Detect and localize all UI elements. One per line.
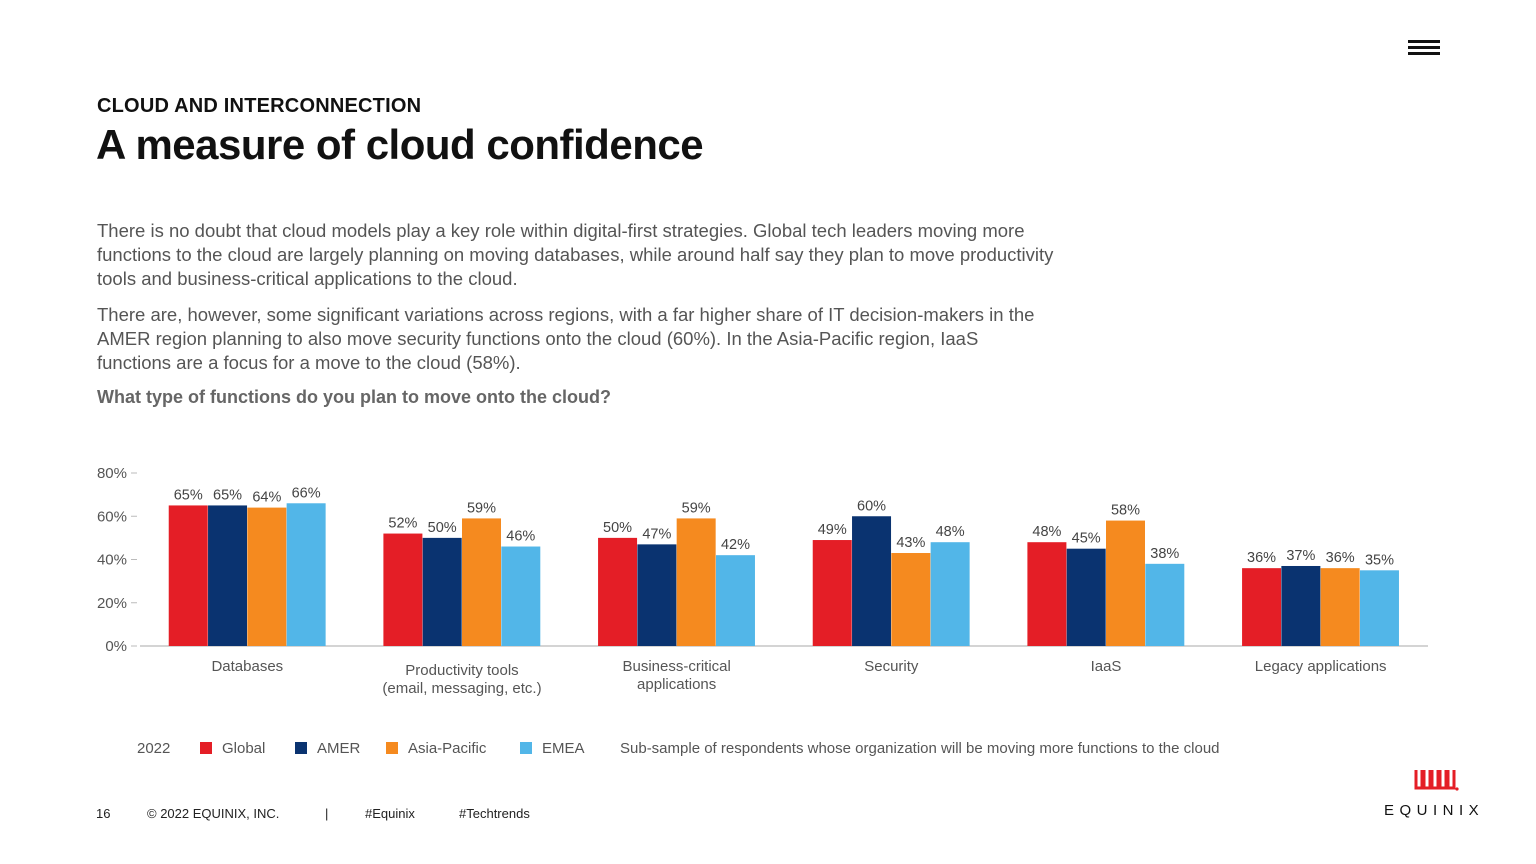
- legend-swatch-emea: [520, 742, 532, 754]
- bar-amer: [422, 537, 462, 646]
- data-label: 43%: [896, 535, 925, 551]
- bar-amer: [1281, 565, 1321, 646]
- page-title: A measure of cloud confidence: [96, 121, 704, 168]
- hashtag-equinix[interactable]: #Equinix: [365, 806, 415, 821]
- hashtag-techtrends[interactable]: #Techtrends: [459, 806, 530, 821]
- data-label: 58%: [1111, 503, 1140, 519]
- legend-swatch-global: [200, 742, 212, 754]
- bar-global: [1242, 568, 1282, 646]
- data-label: 59%: [467, 500, 496, 516]
- legend-item-amer: AMER: [295, 740, 360, 757]
- category-label: Legacy applications: [1255, 658, 1387, 675]
- y-tick-label: 60%: [97, 508, 127, 525]
- legend-item-emea: EMEA: [520, 740, 585, 757]
- category-label: Databases: [211, 658, 283, 675]
- regional-paragraph: There are, however, some significant var…: [97, 304, 1035, 373]
- intro-paragraph: There is no doubt that cloud models play…: [97, 220, 1054, 289]
- category-label: Productivity tools: [405, 662, 518, 679]
- bar-emea: [501, 546, 541, 646]
- bar-emea: [715, 555, 755, 646]
- bar-asia-pacific: [676, 518, 716, 646]
- data-label: 65%: [213, 487, 242, 503]
- bar-asia-pacific: [891, 553, 931, 646]
- data-label: 46%: [506, 529, 535, 545]
- bar-emea: [286, 503, 326, 646]
- bar-asia-pacific: [1106, 520, 1145, 646]
- legend-item-global: Global: [200, 740, 265, 757]
- data-label: 49%: [818, 522, 847, 538]
- legend-year: 2022: [137, 740, 171, 757]
- data-label: 36%: [1247, 550, 1276, 566]
- data-label: 59%: [682, 500, 711, 516]
- bar-asia-pacific: [1320, 568, 1360, 646]
- category-label: Business-critical: [622, 658, 730, 675]
- data-label: 52%: [388, 516, 417, 532]
- data-label: 38%: [1150, 546, 1179, 562]
- bar-asia-pacific: [247, 507, 287, 646]
- data-label: 48%: [936, 524, 965, 540]
- category-label: applications: [637, 676, 716, 693]
- y-tick-label: 80%: [97, 465, 127, 482]
- bar-global: [1027, 542, 1067, 646]
- data-label: 35%: [1365, 552, 1394, 568]
- menu-icon[interactable]: [1408, 40, 1440, 58]
- legend-swatch-amer: [295, 742, 307, 754]
- copyright: © 2022 EQUINIX, INC.: [147, 806, 280, 821]
- bar-amer: [1066, 548, 1106, 646]
- chart-question: What type of functions do you plan to mo…: [97, 387, 611, 407]
- equinix-logo-icon: [1414, 770, 1459, 791]
- bar-global: [598, 537, 638, 646]
- category-label: (email, messaging, etc.): [382, 680, 541, 697]
- section-eyebrow: CLOUD AND INTERCONNECTION: [97, 95, 422, 117]
- y-tick-label: 40%: [97, 552, 127, 569]
- data-label: 37%: [1286, 548, 1315, 564]
- y-tick-label: 0%: [105, 638, 127, 655]
- data-label: 50%: [428, 520, 457, 536]
- bar-emea: [1145, 563, 1185, 646]
- brand-wordmark: EQUINIX: [1384, 802, 1485, 819]
- footer-separator: |: [325, 806, 329, 821]
- bar-emea: [930, 542, 970, 646]
- bar-asia-pacific: [462, 518, 501, 646]
- legend-item-asia-pacific: Asia-Pacific: [386, 740, 486, 757]
- data-label: 42%: [721, 537, 750, 553]
- bar-chart: 0% 20% 40% 60% 80% 65% 65% 64% 66% 52% 50% 59% 46% 5…: [97, 465, 1428, 697]
- bar-global: [383, 533, 423, 646]
- data-label: 36%: [1326, 550, 1355, 566]
- y-tick-label: 20%: [97, 595, 127, 612]
- data-label: 50%: [603, 520, 632, 536]
- bar-global: [168, 505, 208, 646]
- page-number: 16: [96, 806, 111, 821]
- category-label: Security: [864, 658, 919, 675]
- bar-emea: [1359, 570, 1399, 646]
- data-label: 48%: [1032, 524, 1061, 540]
- bar-amer: [208, 505, 248, 646]
- data-label: 66%: [292, 485, 321, 501]
- bar-amer: [852, 516, 892, 646]
- data-label: 65%: [174, 487, 203, 503]
- data-label: 60%: [857, 498, 886, 514]
- bar-global: [812, 540, 852, 646]
- data-label: 64%: [252, 490, 281, 506]
- category-label: IaaS: [1091, 658, 1122, 675]
- legend-swatch-asia-pacific: [386, 742, 398, 754]
- legend-note: Sub-sample of respondents whose organiza…: [620, 740, 1220, 757]
- data-label: 45%: [1072, 531, 1101, 547]
- data-label: 47%: [642, 526, 671, 542]
- bar-amer: [637, 544, 677, 646]
